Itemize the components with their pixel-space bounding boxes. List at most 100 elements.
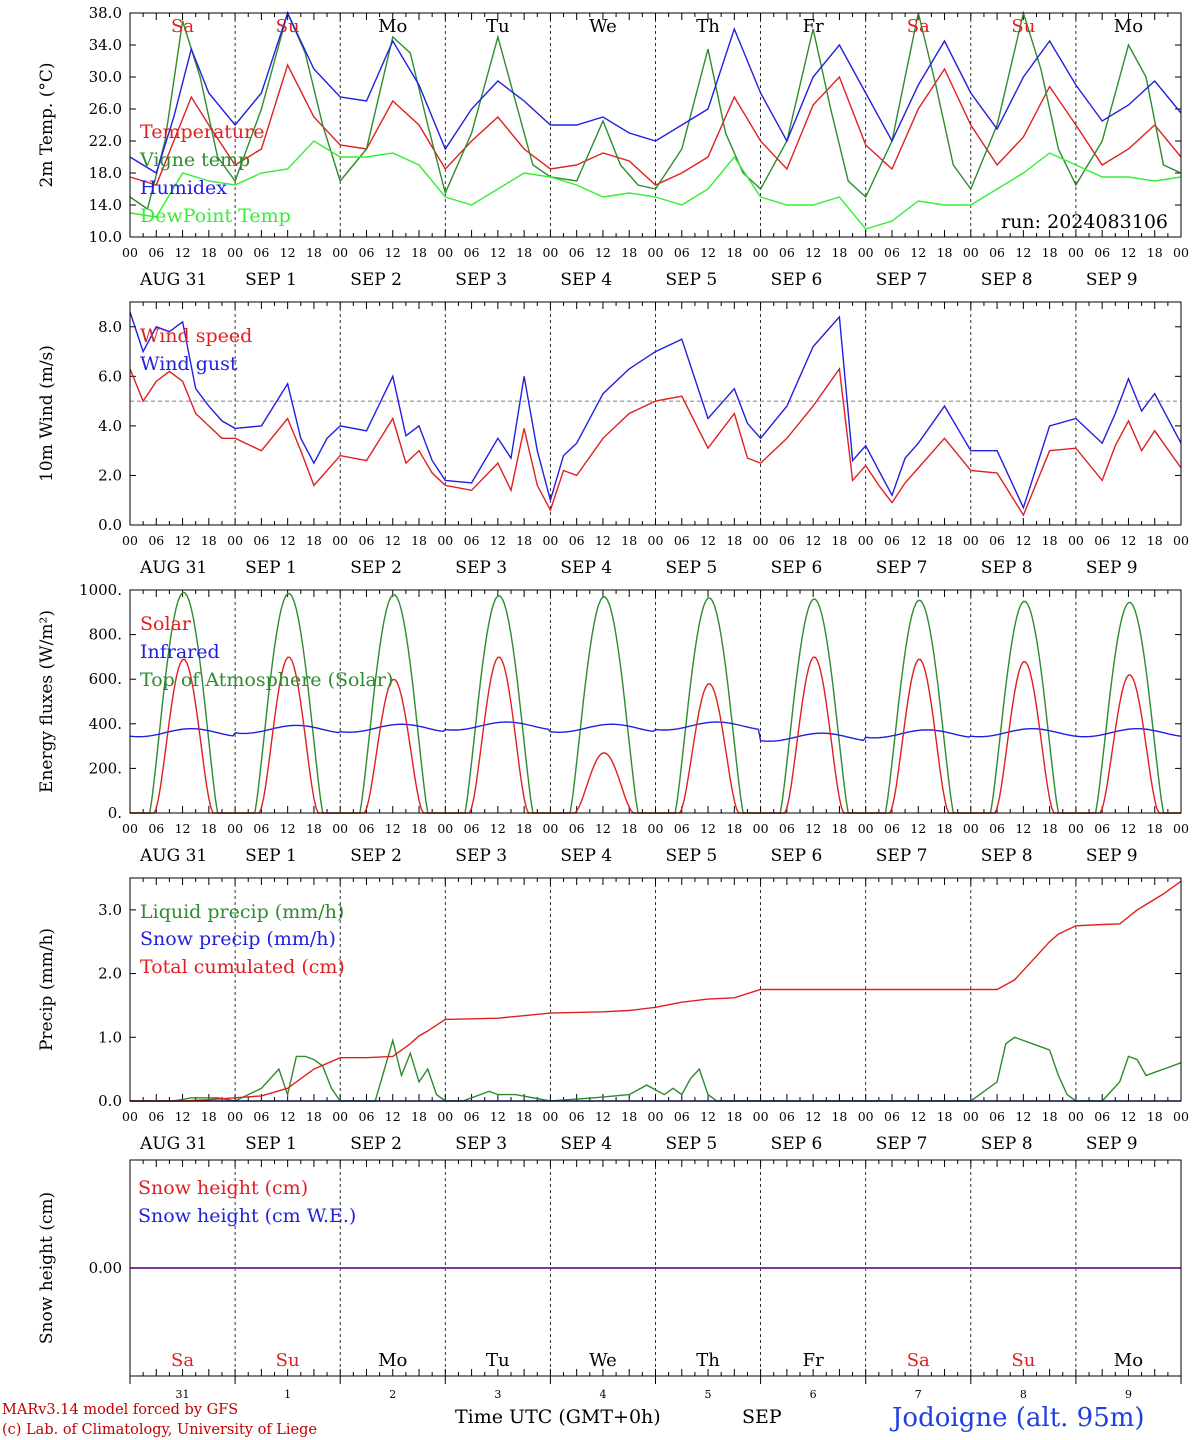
hour-label: 18 [1042, 1109, 1058, 1124]
date-label: SEP 4 [560, 846, 612, 866]
wind-panel: 0.0 2.0 4.0 6.0 8.0 10m Wind (m/s) Wind speed W… [37, 301, 1189, 578]
toa-solar-line [130, 591, 1181, 814]
day-name: Su [276, 1350, 300, 1371]
date-label: SEP 9 [1086, 1134, 1138, 1154]
run-label: run: 2024083106 [1001, 211, 1168, 233]
hour-label: 18 [726, 533, 742, 548]
hour-label: 12 [1015, 1109, 1031, 1124]
legend-entry: DewPoint Temp [140, 205, 291, 227]
hour-label: 12 [595, 821, 611, 836]
day-name: Sa [171, 16, 194, 37]
hour-label: 12 [805, 533, 821, 548]
y-tick-label: 14.0 [89, 196, 122, 214]
day-number: 1 [284, 1388, 291, 1401]
snow-panel: 0.00 Snow height (cm) Snow height (cm) Snow… [37, 1159, 1182, 1401]
hour-label: 00 [542, 245, 558, 260]
hour-label: 06 [253, 1109, 269, 1124]
hour-label: 12 [490, 1109, 506, 1124]
energy-panel: 0. 200. 400. 600. 800. 1000. Energy fluxes (W/… [37, 581, 1189, 866]
hour-label: 12 [385, 821, 401, 836]
hour-label: 18 [621, 245, 637, 260]
hour-label: 00 [542, 821, 558, 836]
day-number: 8 [1020, 1388, 1027, 1401]
hour-label: 06 [359, 821, 375, 836]
plot-frame [129, 301, 1182, 526]
hour-label: 18 [411, 1109, 427, 1124]
hour-label: 06 [989, 1109, 1005, 1124]
legend-entry: Solar [140, 613, 192, 635]
hour-label: 06 [779, 821, 795, 836]
hour-label: 00 [1173, 1109, 1189, 1124]
y-tick-label: 0.0 [98, 516, 122, 534]
hour-label: 18 [937, 1109, 953, 1124]
temperature-line [129, 63, 1182, 186]
legend-entry: Infrared [140, 641, 220, 663]
hour-label: 18 [306, 821, 322, 836]
hour-label: 12 [175, 821, 191, 836]
hour-label: 00 [1173, 821, 1189, 836]
hour-label: 00 [227, 533, 243, 548]
hour-label: 06 [148, 245, 164, 260]
day-name: Tu [486, 1350, 510, 1371]
legend-entry: Temperature [140, 121, 264, 143]
hour-label: 00 [437, 533, 453, 548]
hour-label: 18 [1042, 533, 1058, 548]
y-axis-label: Snow height (cm) [37, 1192, 57, 1344]
legend-entry: Snow height (cm W.E.) [138, 1205, 356, 1227]
hour-label: 06 [253, 533, 269, 548]
hour-label: 18 [201, 245, 217, 260]
date-label: SEP 7 [876, 1134, 928, 1154]
hour-label: 18 [306, 245, 322, 260]
wind-speed-line [129, 367, 1182, 517]
hour-label: 00 [858, 245, 874, 260]
day-number: 9 [1125, 1388, 1132, 1401]
hour-label: 18 [621, 821, 637, 836]
y-tick-label: 26.0 [89, 100, 122, 118]
y-tick-label: 1000. [79, 581, 122, 599]
day-name: Th [696, 16, 720, 37]
date-label: SEP 7 [876, 558, 928, 578]
y-tick-label: 18.0 [89, 164, 122, 182]
date-label: AUG 31 [139, 846, 207, 866]
date-label: SEP 1 [245, 1134, 297, 1154]
hour-label: 12 [175, 533, 191, 548]
date-label: SEP 5 [666, 558, 718, 578]
wind-gust-line [129, 311, 1182, 510]
hour-label: 06 [674, 245, 690, 260]
date-label: SEP 9 [1086, 846, 1138, 866]
legend-entry: Top of Atmosphere (Solar) [140, 669, 393, 691]
legend-entry: Total cumulated (cm) [140, 956, 345, 978]
date-label: SEP 9 [1086, 558, 1138, 578]
date-label: SEP 1 [245, 558, 297, 578]
hour-label: 06 [569, 533, 585, 548]
hour-label: 12 [490, 821, 506, 836]
hour-label: 18 [726, 1109, 742, 1124]
hour-label: 06 [674, 533, 690, 548]
day-number: 31 [176, 1388, 190, 1401]
y-axis-label: 10m Wind (m/s) [37, 345, 57, 482]
date-label: SEP 8 [981, 270, 1033, 290]
day-name: Su [276, 16, 300, 37]
hour-label: 18 [1042, 821, 1058, 836]
legend-entry: Wind gust [140, 353, 238, 375]
hour-label: 12 [1015, 533, 1031, 548]
y-tick-label: 600. [89, 670, 122, 688]
hour-label: 06 [1094, 245, 1110, 260]
hour-label: 18 [831, 1109, 847, 1124]
hour-label: 00 [1173, 245, 1189, 260]
date-label: SEP 2 [350, 558, 402, 578]
day-name: Mo [1114, 1350, 1143, 1371]
hour-label: 12 [700, 1109, 716, 1124]
hour-label: 00 [963, 1109, 979, 1124]
hour-label: 12 [385, 533, 401, 548]
hour-label: 18 [516, 533, 532, 548]
hour-label: 12 [1015, 245, 1031, 260]
hour-label: 06 [148, 533, 164, 548]
day-name: Sa [907, 16, 930, 37]
hour-label: 12 [385, 1109, 401, 1124]
day-name: Su [1011, 16, 1035, 37]
hour-label: 12 [490, 245, 506, 260]
date-label: SEP 6 [771, 1134, 823, 1154]
hour-label: 12 [1120, 245, 1136, 260]
